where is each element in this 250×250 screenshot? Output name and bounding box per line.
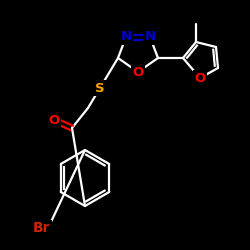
Text: N: N <box>120 30 132 44</box>
Text: S: S <box>95 82 105 94</box>
Text: O: O <box>194 72 205 85</box>
Text: O: O <box>48 114 60 126</box>
Text: O: O <box>132 66 143 78</box>
Text: N: N <box>144 30 156 44</box>
Text: Br: Br <box>33 221 51 235</box>
